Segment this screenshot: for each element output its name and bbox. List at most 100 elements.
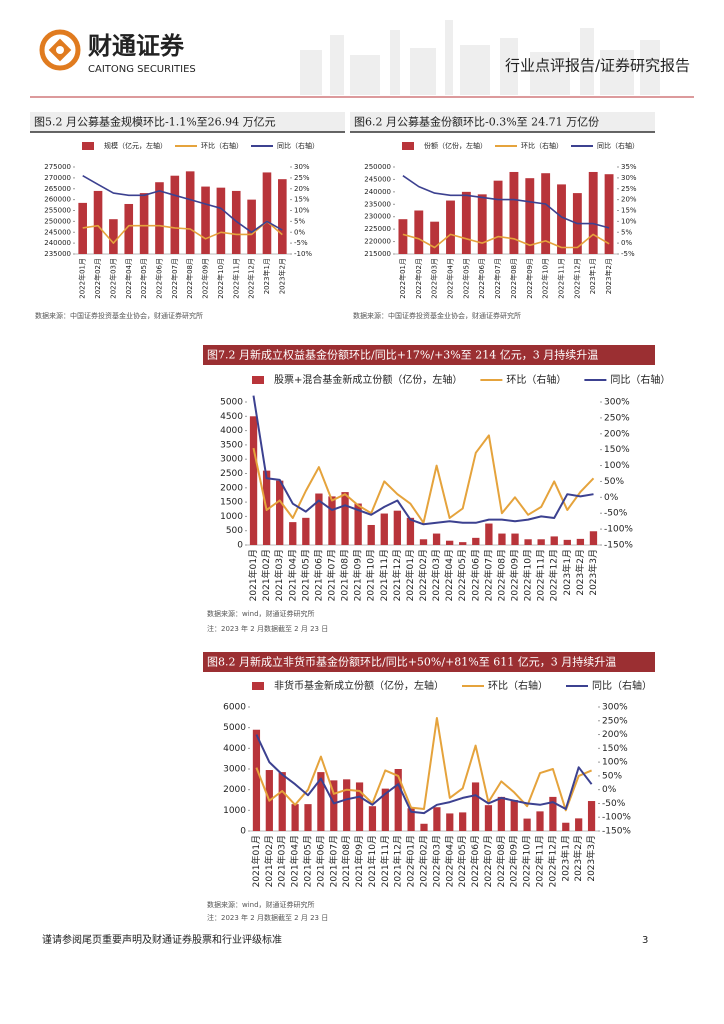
legend-swatch — [82, 142, 94, 150]
y2-tick-label: -50% — [602, 799, 626, 809]
x-tick-label: 2022年05月 — [456, 549, 468, 601]
x-tick-label: 2021年12月 — [391, 549, 403, 601]
y-tick-label: 240000 — [44, 239, 71, 247]
x-tick-label: 2022年02月 — [417, 549, 429, 601]
line-series — [402, 175, 610, 229]
x-tick-label: 2022年11月 — [557, 258, 566, 299]
legend-label: 非货币基金新成立份额（亿份，左轴） — [274, 679, 444, 692]
legend-label: 同比（右轴） — [610, 373, 670, 386]
y2-tick-label: 300% — [604, 398, 630, 408]
y2-tick-label: 25% — [294, 174, 310, 182]
x-tick-label: 2021年12月 — [392, 835, 404, 887]
legend-label: 同比（右轴） — [277, 141, 319, 150]
bar — [302, 517, 310, 545]
y-tick-label: 250000 — [44, 217, 71, 225]
bar — [445, 540, 454, 545]
x-tick-label: 2023年1月 — [561, 549, 573, 596]
x-tick-label: 2022年11月 — [231, 258, 240, 299]
bar — [216, 187, 226, 254]
x-tick-label: 2022年08月 — [509, 258, 518, 299]
y2-tick-label: 100% — [604, 461, 630, 471]
bar — [367, 524, 375, 545]
page-number: 3 — [642, 935, 648, 946]
figure-title-bar — [350, 112, 655, 132]
bar — [249, 416, 258, 545]
bar — [252, 729, 261, 831]
bar — [537, 539, 545, 545]
bar — [406, 517, 415, 545]
legend-label: 份额（亿份，左轴） — [424, 141, 487, 150]
bar — [509, 171, 519, 254]
bar — [109, 219, 118, 254]
bar — [493, 180, 503, 254]
x-tick-label: 2021年04月 — [289, 835, 301, 887]
bar — [498, 533, 506, 545]
bar — [511, 533, 519, 545]
y-tick-label: 3000 — [220, 455, 243, 465]
bar — [414, 210, 424, 254]
x-tick-label: 2021年11月 — [378, 549, 390, 601]
bar — [446, 200, 455, 254]
company-name-en: CAITONG SECURITIES — [88, 64, 196, 75]
y2-tick-label: -5% — [621, 250, 635, 258]
y2-tick-label: 10% — [294, 207, 310, 215]
legend-label: 环比（右轴） — [488, 679, 548, 692]
x-tick-label: 2022年12月 — [546, 835, 558, 887]
y-tick-label: 1500 — [220, 498, 243, 508]
bar — [304, 804, 312, 831]
y2-tick-label: -5% — [294, 239, 308, 247]
x-tick-label: 2022年11月 — [535, 549, 547, 601]
report-type: 行业点评报告/证券研究报告 — [505, 57, 690, 75]
bar — [576, 538, 585, 545]
y2-tick-label: 250% — [604, 413, 630, 423]
bar — [394, 769, 402, 831]
bar — [588, 171, 598, 254]
y2-tick-label: 5% — [621, 228, 632, 236]
x-tick-label: 2022年08月 — [495, 835, 507, 887]
x-tick-label: 2021年06月 — [312, 549, 324, 601]
bar — [393, 510, 402, 545]
x-tick-label: 2021年03月 — [276, 835, 288, 887]
bar — [398, 219, 408, 254]
x-tick-label: 2022年09月 — [509, 549, 521, 601]
x-tick-label: 2022年05月 — [456, 835, 468, 887]
x-tick-label: 2023年1月 — [559, 835, 571, 882]
y-tick-label: 6000 — [223, 703, 246, 713]
y-tick-label: 0 — [237, 541, 243, 551]
bar — [231, 190, 241, 254]
x-tick-label: 2022年03月 — [430, 835, 442, 887]
y-tick-label: 500 — [226, 526, 243, 536]
y2-tick-label: -150% — [602, 827, 631, 837]
line-series — [255, 717, 592, 812]
figure-title-bar — [203, 345, 655, 365]
x-tick-label: 2022年06月 — [154, 258, 163, 299]
figure-source: 数据来源：中国证券投资基金业协会，财通证券研究所 — [35, 311, 203, 320]
y-tick-label: 215000 — [364, 250, 391, 258]
x-tick-label: 2023年3月 — [587, 549, 599, 596]
x-tick-label: 2021年06月 — [314, 835, 326, 887]
bar — [262, 172, 272, 254]
y2-tick-label: 200% — [602, 730, 628, 740]
x-tick-label: 2021年09月 — [353, 835, 365, 887]
bar — [170, 175, 180, 254]
figure-source: 数据来源：wind，财通证券研究所 — [207, 609, 315, 618]
bar — [78, 202, 87, 254]
y2-tick-label: 150% — [602, 744, 628, 754]
bar — [484, 805, 493, 831]
y2-tick-label: 200% — [604, 429, 630, 439]
figure-title: 图5.2 月公募基金规模环比-1.1%至26.94 万亿元 — [34, 115, 276, 129]
x-tick-label: 2021年02月 — [260, 549, 272, 601]
x-tick-label: 2021年01月 — [250, 835, 262, 887]
bar — [459, 542, 467, 545]
y2-tick-label: 35% — [621, 163, 637, 171]
x-tick-label: 2023年3月 — [585, 835, 597, 882]
company-name: 财通证券 — [88, 32, 185, 60]
line-series — [82, 220, 283, 244]
y-tick-label: 3000 — [223, 765, 246, 775]
x-tick-label: 2022年07月 — [493, 258, 502, 299]
bar — [550, 536, 558, 545]
y2-tick-label: 10% — [621, 217, 637, 225]
bar — [497, 796, 505, 831]
bar — [432, 533, 441, 545]
x-tick-label: 2022年10月 — [541, 258, 550, 299]
